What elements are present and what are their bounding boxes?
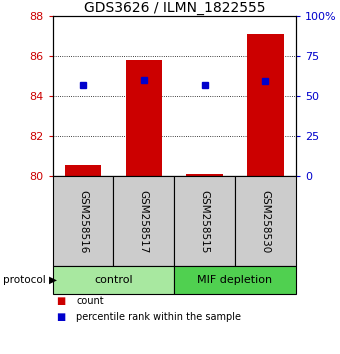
Text: GSM258517: GSM258517	[139, 190, 149, 253]
Bar	[114, 176, 174, 267]
Bar	[53, 176, 114, 267]
Text: GSM258515: GSM258515	[200, 190, 210, 253]
Text: protocol ▶: protocol ▶	[3, 275, 57, 285]
Text: percentile rank within the sample: percentile rank within the sample	[76, 312, 241, 322]
Text: count: count	[76, 296, 104, 306]
Bar	[174, 176, 235, 267]
Text: ■: ■	[56, 296, 65, 306]
Bar	[53, 267, 174, 295]
Title: GDS3626 / ILMN_1822555: GDS3626 / ILMN_1822555	[84, 1, 265, 16]
Text: control: control	[94, 275, 133, 285]
Bar	[235, 176, 296, 267]
Text: ■: ■	[56, 312, 65, 322]
Bar	[65, 165, 101, 176]
Text: GSM258516: GSM258516	[78, 190, 88, 253]
Bar	[126, 60, 162, 176]
Bar	[247, 34, 284, 176]
Text: MIF depletion: MIF depletion	[198, 275, 273, 285]
Text: GSM258530: GSM258530	[260, 190, 270, 253]
Bar	[186, 174, 223, 176]
Bar	[174, 267, 296, 295]
